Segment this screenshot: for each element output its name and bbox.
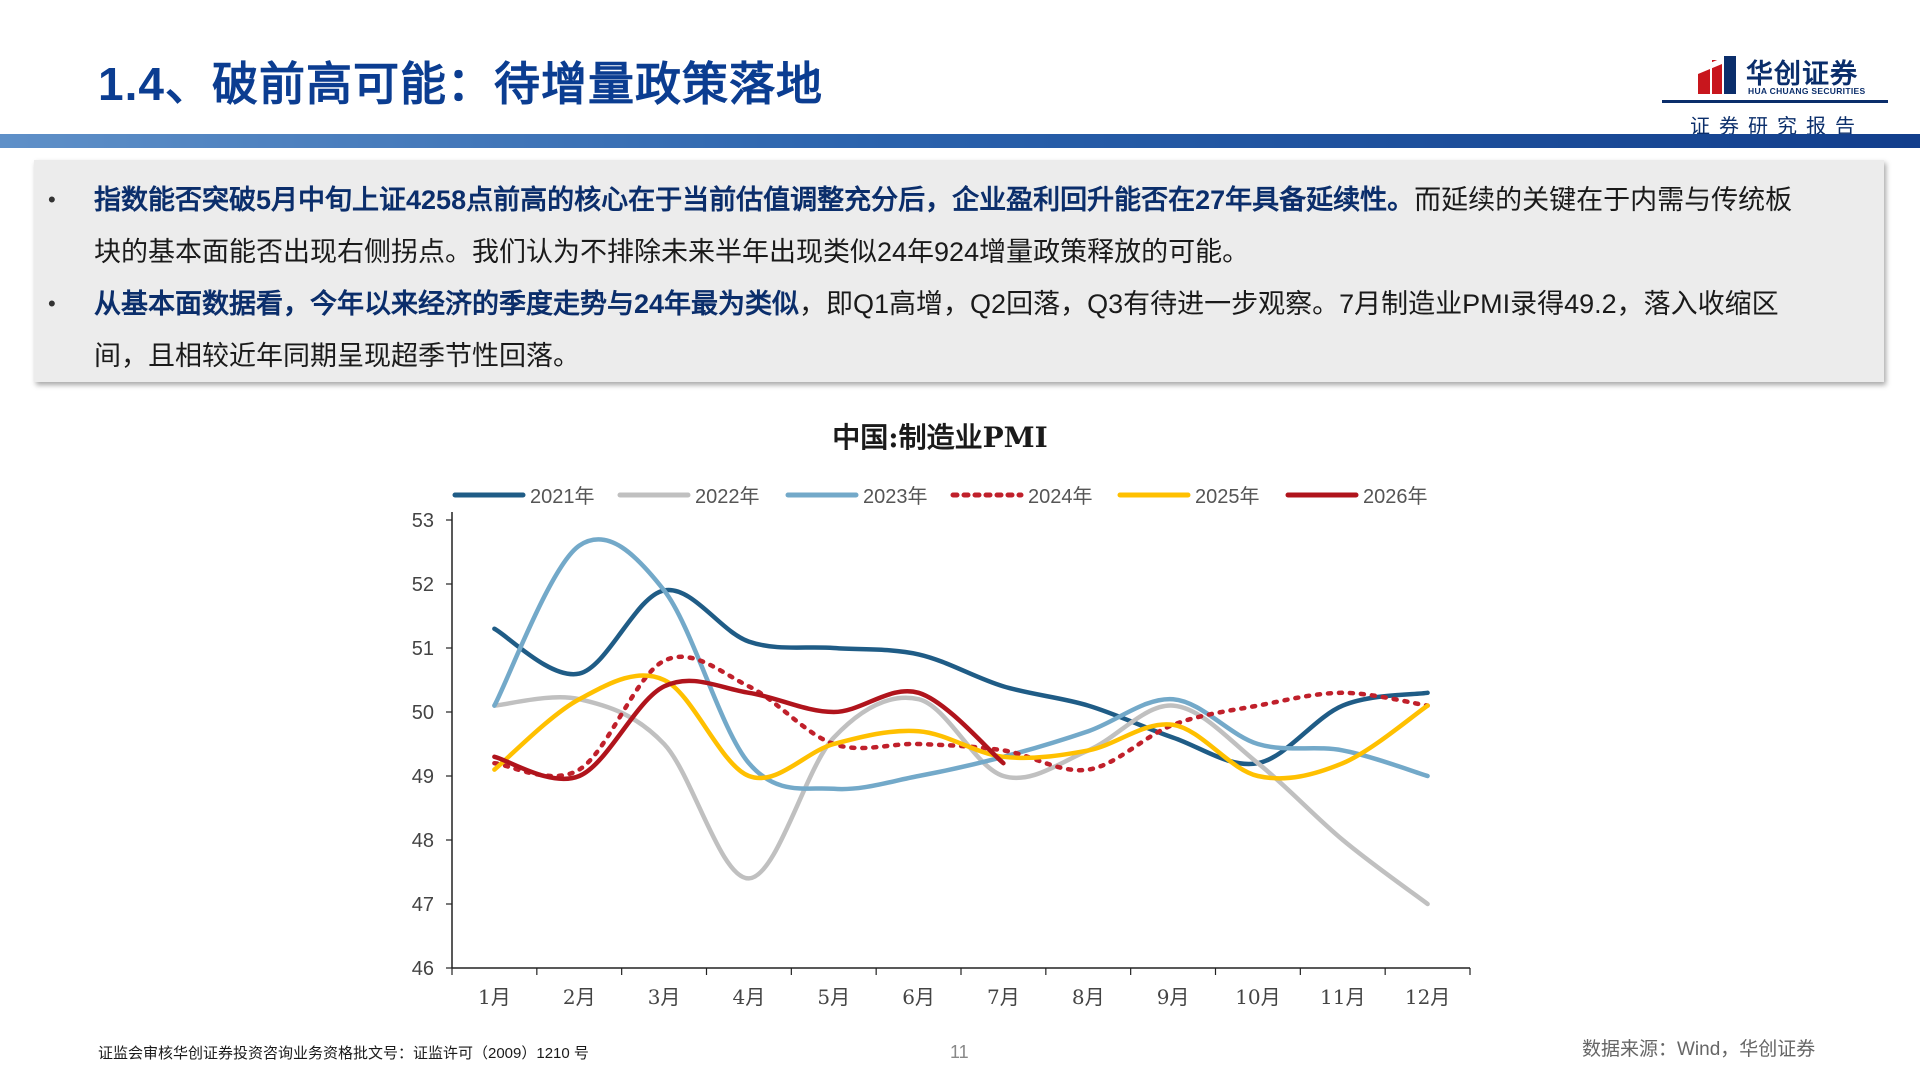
y-tick-label: 50 [412, 702, 434, 724]
x-tick-label: 10月 [1235, 985, 1280, 1009]
x-tick-label: 2月 [563, 985, 596, 1009]
legend-label: 2024年 [1028, 485, 1093, 508]
summary-box: • 指数能否突破5月中旬上证4258点前高的核心在于当前估值调整充分后，企业盈利… [34, 160, 1884, 382]
x-tick-label: 6月 [902, 985, 935, 1009]
logo-english: HUA CHUANG SECURITIES [1748, 86, 1866, 96]
pmi-line-chart: 中国:制造业PMI 2021年 2022年 2023年 2024年 2025年 2026年 4… [412, 421, 1471, 1009]
x-tick-label: 5月 [817, 985, 850, 1009]
bullet-1-text: 而延续的关键在于内需与传统板 [1414, 185, 1793, 215]
legend-label: 2022年 [695, 485, 760, 508]
logo-rule [1662, 100, 1888, 103]
x-tick-label: 4月 [733, 985, 766, 1009]
x-tick-label: 7月 [987, 985, 1020, 1009]
series-line-2024年 [492, 654, 1430, 779]
series-line-2021年 [492, 587, 1430, 767]
series-line-2022年 [492, 695, 1430, 907]
x-tick-label: 9月 [1157, 985, 1190, 1009]
x-tick-label: 11月 [1320, 985, 1365, 1009]
bullet-2-text: ，即Q1高增，Q2回落，Q3有待进一步观察。7月制造业PMI录得49.2，落入收… [799, 289, 1779, 319]
bullet-1-bold: 指数能否突破5月中旬上证4258点前高的核心在于当前估值调整充分后，企业盈利回升… [94, 185, 1415, 215]
y-tick-label: 51 [412, 638, 434, 660]
legend-label: 2025年 [1195, 485, 1260, 508]
legend-label: 2021年 [530, 485, 595, 508]
logo-mark-icon [1698, 56, 1736, 94]
bullet-dot: • [48, 291, 56, 316]
x-tick-label: 8月 [1072, 985, 1105, 1009]
x-tick-label: 3月 [648, 985, 681, 1009]
page-number: 11 [950, 1042, 969, 1062]
page-title: 1.4、破前高可能：待增量政策落地 [98, 58, 823, 110]
company-logo: 华创证券 HUA CHUANG SECURITIES 证券研究报告 [1662, 48, 1902, 143]
license-note: 证监会审核华创证券投资咨询业务资格批文号：证监许可（2009）1210 号 [98, 1045, 589, 1062]
x-tick-label: 12月 [1405, 985, 1450, 1009]
pmi-chart: 中国:制造业PMI 2021年 2022年 2023年 2024年 2025年 2026年 4… [380, 415, 1500, 1030]
y-tick-label: 52 [412, 574, 434, 596]
y-tick-label: 53 [412, 510, 434, 532]
chart-title: 中国:制造业PMI [832, 421, 1047, 454]
y-tick-label: 47 [412, 894, 434, 916]
y-tick-label: 46 [412, 958, 434, 980]
bullet-2-bold: 从基本面数据看，今年以来经济的季度走势与24年最为类似 [94, 289, 800, 319]
header-band [0, 134, 1920, 148]
y-tick-label: 48 [412, 830, 434, 852]
logo-name: 华创证券 [1746, 59, 1858, 89]
data-source: 数据来源：Wind，华创证券 [1582, 1039, 1816, 1060]
legend-label: 2026年 [1363, 485, 1428, 508]
series-line-2026年 [492, 678, 1006, 782]
bullet-2-line2: 间，且相较近年同期呈现超季节性回落。 [94, 341, 580, 371]
legend-label: 2023年 [863, 485, 928, 508]
y-tick-label: 49 [412, 766, 434, 788]
series-line-2023年 [492, 537, 1430, 792]
series-line-2025年 [492, 673, 1430, 781]
bullet-1-line2: 块的基本面能否出现右侧拐点。我们认为不排除未来半年出现类似24年924增量政策释… [94, 237, 1250, 267]
bullet-dot: • [48, 187, 56, 212]
x-tick-label: 1月 [478, 985, 511, 1009]
